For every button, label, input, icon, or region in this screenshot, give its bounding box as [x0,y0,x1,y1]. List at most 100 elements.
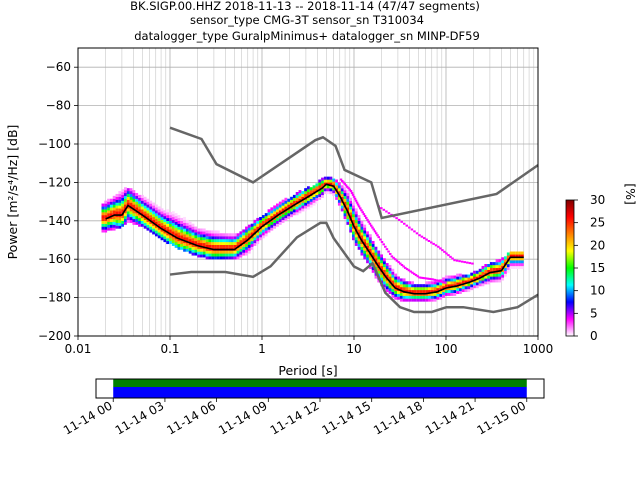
density-cell [200,240,203,244]
density-cell [154,221,158,225]
density-cell [163,230,167,234]
density-cell [335,179,338,183]
coverage-tick-label: 11-14 18 [371,398,425,437]
density-cell [214,256,217,260]
density-cell [264,213,268,217]
density-cell [323,188,327,192]
density-cell [304,205,307,209]
density-cell [487,275,490,279]
density-cell [360,246,364,250]
density-cell [236,253,240,257]
density-cell [146,227,150,231]
density-cell [124,195,127,199]
density-cell [363,236,367,240]
density-cell [250,223,254,227]
density-cell [382,284,386,288]
density-outlier [395,217,398,220]
density-cell [352,211,355,215]
density-cell [368,237,372,241]
density-cell [385,265,389,269]
density-cell [149,220,153,224]
density-cell [343,195,347,199]
density-cell [225,244,229,248]
density-cell [101,229,105,233]
density-cell [273,225,277,229]
density-cell [515,257,519,261]
density-cell [135,218,139,222]
density-cell [473,282,476,286]
density-cell [391,268,395,272]
density-cell [456,273,460,277]
density-cell [385,280,389,284]
density-cell [135,192,139,197]
density-cell [478,268,482,272]
density-cell [256,232,260,236]
density-cell [188,247,192,251]
density-cell [354,208,358,212]
density-cell [188,224,192,228]
density-cell [180,217,184,221]
density-cell [292,200,296,204]
density-cell [501,257,505,261]
density-cell [163,216,167,220]
density-cell [374,275,378,279]
density-cell [169,240,172,245]
density-cell [188,227,192,231]
density-cell [222,233,226,237]
density-cell [276,217,279,221]
density-cell [394,273,398,277]
density-cell [200,237,203,241]
density-cell [163,236,167,240]
density-cell [309,201,313,205]
density-outlier [413,230,416,233]
density-outlier [437,245,440,248]
density-cell [357,226,361,230]
density-cell [245,229,248,233]
density-outlier [385,210,388,213]
density-cell [197,234,201,238]
density-cell [180,232,184,236]
density-cell [236,239,240,243]
density-cell [287,204,291,208]
density-cell [118,219,122,223]
density-cell [101,226,105,230]
density-cell [154,218,158,222]
density-cell [129,214,133,218]
density-outlier [432,242,435,245]
density-cell [245,249,248,253]
density-cell [124,190,127,194]
density-cell [216,239,220,243]
density-outlier [368,222,372,225]
density-cell [109,204,113,208]
density-cell [377,270,381,274]
density-cell [382,258,386,262]
density-outlier [350,192,354,194]
density-cell [101,215,105,219]
density-cell [112,204,116,208]
density-cell [121,203,125,207]
density-cell [112,216,116,220]
density-cell [219,233,223,237]
density-cell [129,211,133,215]
density-cell [118,222,122,226]
density-cell [287,201,291,205]
density-cell [157,217,161,221]
density-cell [101,209,105,213]
density-cell [292,197,296,201]
density-cell [194,226,198,230]
density-cell [273,214,277,218]
density-cell [473,276,476,280]
density-cell [152,208,155,212]
density-cell [152,228,155,232]
density-outlier [342,181,345,184]
density-cell [292,209,296,213]
density-cell [349,226,353,230]
density-cell [154,216,158,220]
density-cell [154,233,158,237]
density-cell [371,266,375,270]
density-cell [138,209,141,213]
density-cell [371,240,375,245]
density-cell [149,203,153,207]
density-cell [197,251,201,255]
density-cell [464,288,468,293]
